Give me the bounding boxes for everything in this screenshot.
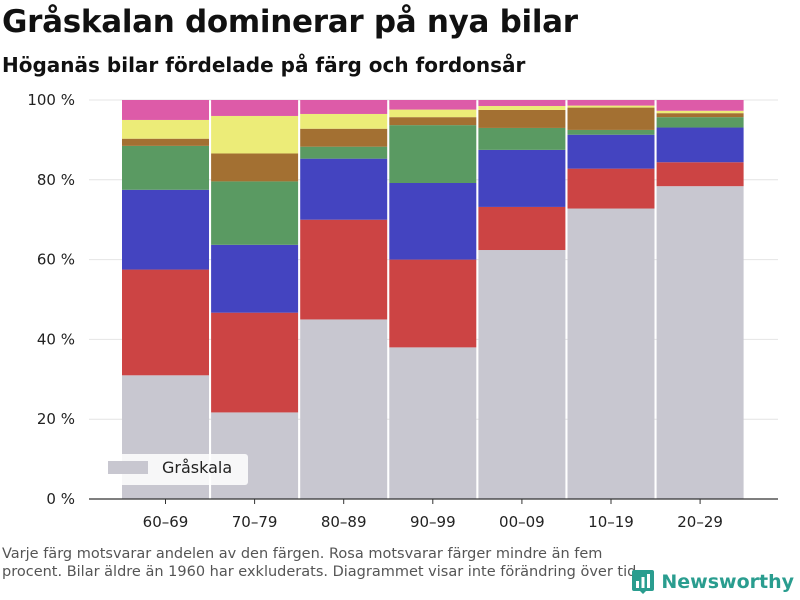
bar-chart-logo-icon (632, 570, 655, 594)
bar-segment (478, 250, 566, 499)
x-tick-label: 10–19 (588, 513, 634, 531)
bar-segment (478, 127, 566, 150)
bar-segment (478, 109, 566, 128)
x-tick-label: 90–99 (410, 513, 456, 531)
bar-segment (567, 208, 655, 499)
y-tick-label: 100 % (27, 91, 75, 109)
bar-segment (300, 100, 388, 114)
bar-segment (478, 100, 566, 106)
bar-segment (656, 100, 744, 111)
bar-segment (567, 129, 655, 135)
bar-segment (389, 347, 477, 499)
y-tick-label: 60 % (37, 251, 75, 269)
bar-segment (567, 105, 655, 108)
bar-segment (478, 149, 566, 207)
bar-segment (122, 269, 209, 376)
bar-segment (300, 158, 388, 220)
x-tick-label: 70–79 (232, 513, 278, 531)
bar-segment (300, 219, 388, 320)
legend-swatch (108, 461, 148, 474)
brand-name: Newsworthy (661, 571, 794, 593)
bar-segment (389, 117, 477, 126)
x-tick-label: 80–89 (321, 513, 367, 531)
x-tick-label: 00–09 (499, 513, 545, 531)
bar-segment (122, 145, 209, 190)
bar-segment (656, 127, 744, 163)
bar-segment (389, 109, 477, 118)
bar-segment (122, 138, 209, 146)
bar-segment (300, 146, 388, 159)
bar-segment (300, 113, 388, 129)
y-tick-label: 80 % (37, 171, 75, 189)
chart-title: Gråskalan dominerar på nya bilar (2, 4, 578, 40)
bar-segment (567, 100, 655, 106)
bar-segment (478, 206, 566, 251)
bar-segment (478, 105, 566, 110)
bar-segment (389, 125, 477, 183)
bar-segment (567, 134, 655, 169)
bar-segment (122, 100, 209, 120)
bar-segment (567, 107, 655, 130)
bar-segment (567, 168, 655, 209)
bar-segment (122, 119, 209, 139)
bar-segment (656, 186, 744, 499)
bar-segment (656, 113, 744, 118)
legend-label: Gråskala (162, 458, 232, 477)
footnote: Varje färg motsvarar andelen av den färg… (2, 546, 641, 580)
brand-logo: Newsworthy (631, 569, 794, 595)
bar-segment (300, 128, 388, 147)
bar-segment (211, 153, 299, 182)
y-tick-label: 40 % (37, 330, 75, 348)
y-tick-label: 20 % (37, 410, 75, 428)
x-tick-label: 60–69 (143, 513, 189, 531)
bar-segment (211, 115, 299, 154)
bar-segment (211, 100, 299, 116)
bar-segment (656, 110, 744, 114)
bar-segment (656, 162, 744, 187)
bar-segment (389, 259, 477, 348)
chart-subtitle: Höganäs bilar fördelade på färg och ford… (2, 53, 526, 77)
bar-segment (211, 181, 299, 245)
y-tick-label: 0 % (46, 490, 75, 508)
bar-segment (389, 182, 477, 260)
stacked-bar-chart: 60–69 70–79 80–89 90–99 00–09 10–19 20–29 0 % 20… (27, 91, 778, 531)
bar-segment (122, 189, 209, 270)
bar-segment (656, 117, 744, 128)
x-tick-label: 20–29 (677, 513, 723, 531)
bar-segment (389, 100, 477, 110)
bar-segment (300, 319, 388, 499)
bar-segment (211, 312, 299, 413)
bar-segment (211, 244, 299, 313)
